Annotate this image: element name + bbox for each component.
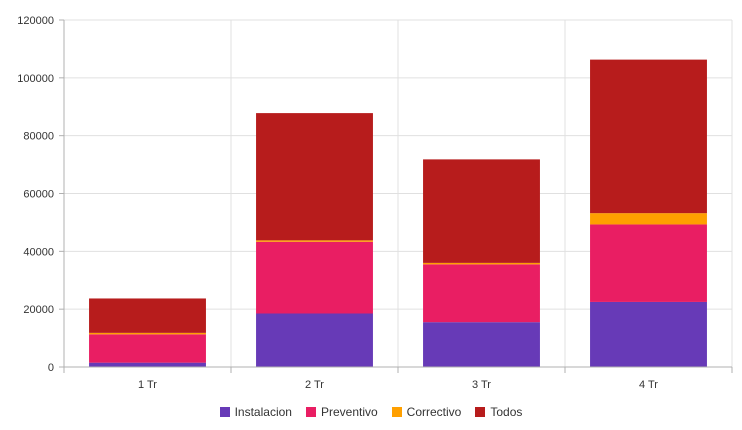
bar-todos-2[interactable] — [256, 113, 373, 241]
chart-legend: Instalacion Preventivo Correctivo Todos — [0, 405, 742, 419]
bar-preventivo-1[interactable] — [89, 334, 206, 363]
bar-instalacion-1[interactable] — [89, 362, 206, 367]
y-tick-label: 60000 — [23, 189, 54, 201]
bar-preventivo-3[interactable] — [423, 264, 540, 323]
bar-preventivo-4[interactable] — [590, 224, 707, 302]
legend-item-instalacion[interactable]: Instalacion — [219, 405, 292, 419]
y-tick-label: 120000 — [17, 15, 54, 27]
y-tick-label: 20000 — [23, 304, 54, 316]
y-tick-label: 80000 — [23, 131, 54, 143]
x-tick-label: 2 Tr — [305, 379, 324, 391]
bar-correctivo-4[interactable] — [590, 213, 707, 225]
bar-instalacion-2[interactable] — [256, 313, 373, 367]
legend-swatch — [219, 407, 230, 417]
legend-item-correctivo[interactable]: Correctivo — [391, 405, 462, 419]
legend-label: Correctivo — [406, 405, 462, 419]
legend-label: Preventivo — [320, 405, 378, 419]
bar-series — [89, 59, 707, 367]
legend-item-todos[interactable]: Todos — [475, 405, 522, 419]
y-tick-label: 100000 — [17, 73, 54, 85]
bar-preventivo-2[interactable] — [256, 241, 373, 314]
y-tick-label: 40000 — [23, 246, 54, 258]
legend-swatch — [475, 407, 486, 417]
y-tick-label: 0 — [48, 362, 54, 374]
bar-todos-3[interactable] — [423, 159, 540, 263]
legend-swatch — [305, 407, 316, 417]
bar-instalacion-4[interactable] — [590, 301, 707, 367]
bar-todos-1[interactable] — [89, 298, 206, 333]
legend-label: Todos — [490, 405, 523, 419]
bar-correctivo-2[interactable] — [256, 240, 373, 242]
bar-correctivo-1[interactable] — [89, 332, 206, 335]
legend-swatch — [391, 407, 402, 417]
bar-todos-4[interactable] — [590, 59, 707, 214]
bar-instalacion-3[interactable] — [423, 322, 540, 367]
x-tick-label: 3 Tr — [472, 379, 491, 391]
legend-item-preventivo[interactable]: Preventivo — [305, 405, 378, 419]
x-tick-label: 1 Tr — [138, 379, 157, 391]
axes: 0 20000 40000 60000 80000 100000 120000 1 Tr 2 T… — [17, 15, 733, 391]
x-tick-label: 4 Tr — [639, 379, 658, 391]
grid-lines — [63, 19, 733, 367]
bar-correctivo-3[interactable] — [423, 262, 540, 265]
stacked-bar-chart: 0 20000 40000 60000 80000 100000 120000 1 Tr 2 T… — [17, 15, 733, 391]
legend-label: Instalacion — [234, 405, 292, 419]
